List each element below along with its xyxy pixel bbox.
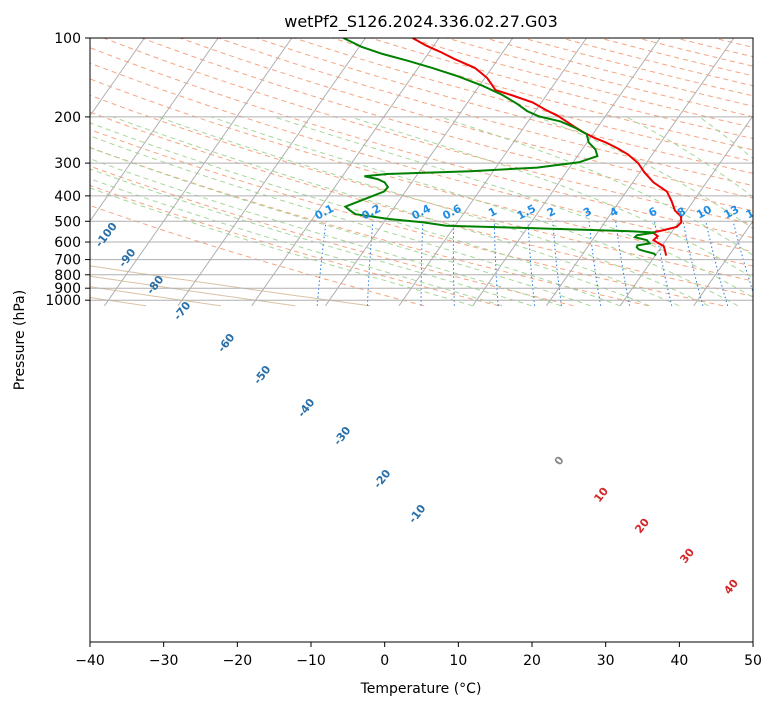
isotherm bbox=[103, 38, 293, 307]
moist-adiabat bbox=[157, 116, 709, 307]
x-axis: −40 −30 −20 −10 0 10 20 30 40 50 bbox=[75, 642, 762, 669]
x-tick-label: −40 bbox=[75, 653, 105, 669]
isotherm bbox=[693, 220, 753, 307]
y-tick-label: 100 bbox=[54, 31, 81, 47]
mixing-ratio-line bbox=[420, 221, 424, 306]
dewpoint-trace bbox=[342, 38, 657, 257]
dry-adiabat-tan bbox=[90, 286, 221, 307]
moist-adiabat bbox=[90, 158, 562, 307]
chart-title: wetPf2_S126.2024.336.02.27.G03 bbox=[284, 12, 558, 32]
x-tick-label: 50 bbox=[744, 653, 762, 669]
mixing-ratio-line bbox=[452, 221, 455, 306]
moist-adiabat bbox=[90, 178, 503, 307]
y-tick-label: 200 bbox=[54, 110, 81, 126]
moist-adiabat bbox=[90, 122, 650, 307]
isotherm bbox=[472, 38, 661, 307]
isotherm bbox=[90, 38, 219, 222]
isotherm bbox=[619, 115, 753, 307]
isotherm bbox=[90, 38, 145, 117]
y-tick-label: 300 bbox=[54, 156, 81, 172]
dry-adiabat bbox=[90, 129, 724, 307]
x-tick-label: 0 bbox=[380, 653, 389, 669]
isotherms bbox=[90, 38, 753, 307]
moist-adiabats bbox=[90, 116, 753, 307]
y-tick-label: 600 bbox=[54, 235, 81, 251]
isotherm bbox=[251, 38, 440, 307]
dry-adiabat bbox=[90, 47, 753, 239]
isotherm bbox=[324, 38, 514, 307]
plot-frame bbox=[89, 37, 754, 643]
x-tick-label: 10 bbox=[449, 653, 467, 669]
dry-adiabat bbox=[90, 94, 753, 282]
dry-adiabat bbox=[90, 165, 574, 307]
x-tick-label: −20 bbox=[223, 653, 253, 669]
moist-adiabat bbox=[439, 116, 753, 256]
moist-adiabat bbox=[90, 135, 621, 307]
dry-adiabat bbox=[141, 38, 753, 212]
dry-adiabat-tan bbox=[90, 275, 296, 307]
x-axis-title: Temperature (°C) bbox=[360, 681, 482, 697]
x-tick-label: 30 bbox=[597, 653, 615, 669]
dry-adiabat bbox=[90, 62, 753, 253]
y-tick-label: 400 bbox=[54, 189, 81, 205]
y-axis-title: Pressure (hPa) bbox=[12, 290, 28, 390]
y-tick-label: 500 bbox=[54, 214, 81, 230]
moist-adiabat bbox=[90, 147, 591, 307]
x-tick-label: 20 bbox=[523, 653, 541, 669]
sounding-traces bbox=[342, 38, 683, 257]
mixing-ratio-label: 10 bbox=[694, 203, 714, 222]
mixing-ratio-line bbox=[732, 221, 753, 294]
y-tick-label: 1000 bbox=[45, 293, 81, 309]
dry-adiabat-tan bbox=[90, 265, 371, 307]
pressure-gridlines bbox=[90, 38, 753, 301]
isotherm bbox=[398, 38, 587, 307]
y-tick-label: 800 bbox=[54, 268, 81, 284]
dry-adiabat bbox=[90, 111, 753, 297]
dry-adiabat bbox=[90, 204, 425, 307]
mixing-ratio-label: 13 bbox=[722, 203, 742, 222]
moist-adiabat bbox=[90, 187, 473, 307]
mixing-ratio-label: 16 bbox=[744, 203, 764, 222]
dry-adiabat bbox=[256, 38, 753, 174]
dry-adiabat bbox=[294, 38, 753, 162]
plot-area: 0.10.20.40.611.52346810131620253036-100-… bbox=[90, 38, 764, 642]
x-tick-label: 40 bbox=[670, 653, 688, 669]
y-tick-label: 700 bbox=[54, 253, 81, 269]
isotherm bbox=[545, 38, 735, 307]
moist-adiabat bbox=[274, 116, 753, 298]
moist-adiabat bbox=[112, 116, 680, 307]
isotherm bbox=[177, 38, 366, 307]
x-tick-label: −10 bbox=[296, 653, 326, 669]
y-tick-label: 900 bbox=[54, 281, 81, 297]
moist-adiabat bbox=[90, 168, 532, 307]
dry-adiabat bbox=[90, 184, 500, 307]
x-tick-label: −30 bbox=[149, 653, 179, 669]
